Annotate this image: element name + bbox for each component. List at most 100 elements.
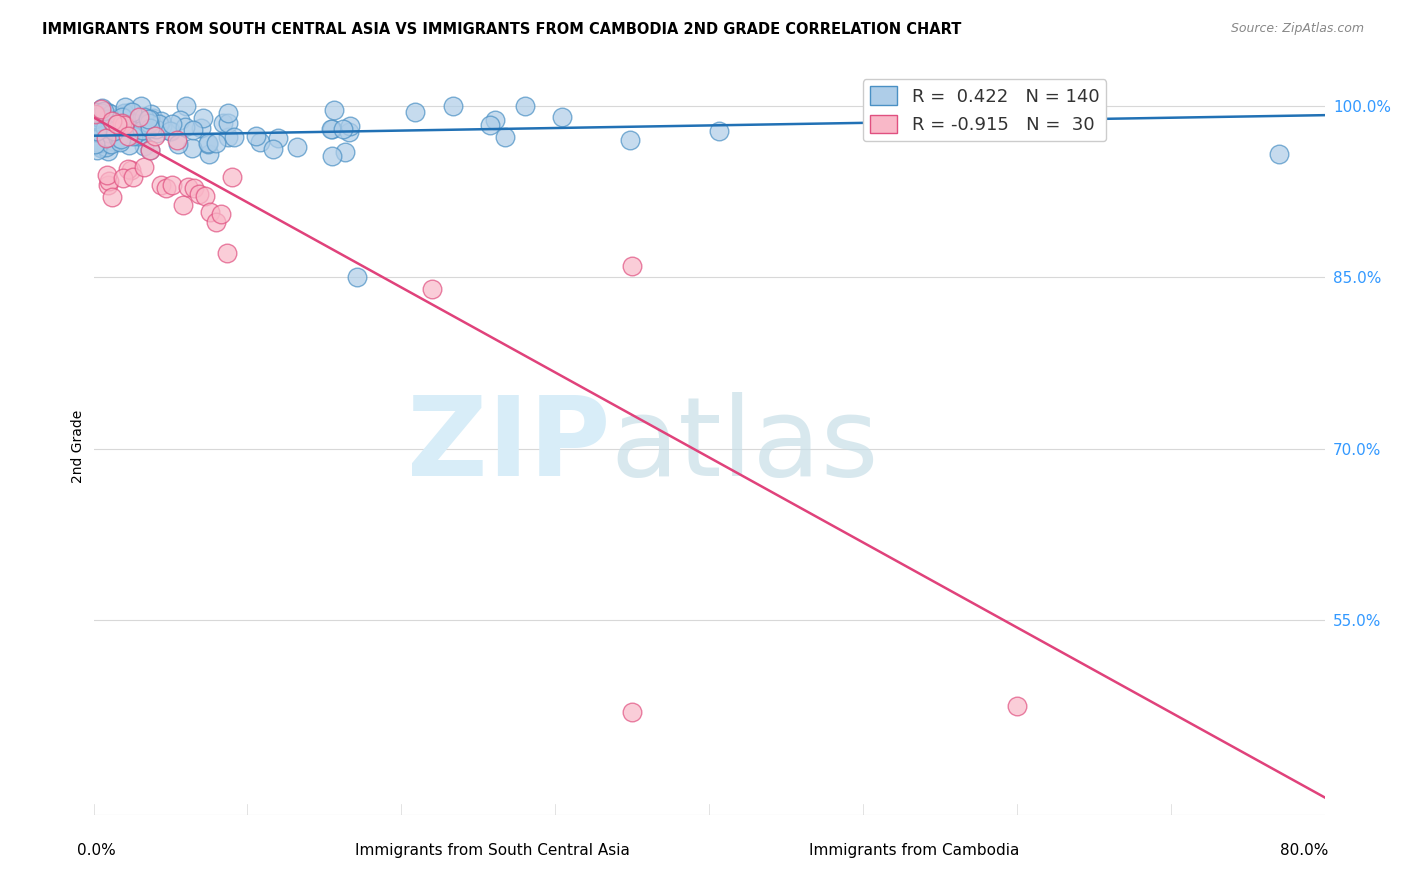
Point bbox=[91, 124, 114, 138]
Point bbox=[117, 121, 139, 136]
Point bbox=[89, 105, 111, 120]
Point bbox=[217, 116, 239, 130]
Point bbox=[245, 128, 267, 143]
Point bbox=[84, 117, 107, 131]
Point bbox=[112, 112, 135, 126]
Point bbox=[90, 141, 112, 155]
Point bbox=[86, 143, 108, 157]
Point bbox=[101, 135, 124, 149]
Point bbox=[97, 112, 120, 126]
Point bbox=[104, 135, 127, 149]
Point bbox=[87, 111, 110, 125]
Point bbox=[145, 122, 167, 136]
Point bbox=[97, 113, 120, 128]
Point bbox=[117, 128, 139, 143]
Point bbox=[131, 123, 153, 137]
Point bbox=[145, 129, 167, 144]
Point bbox=[86, 125, 108, 139]
Point bbox=[97, 144, 120, 158]
Point bbox=[181, 123, 204, 137]
Point bbox=[90, 102, 112, 116]
Point bbox=[441, 99, 464, 113]
Point bbox=[112, 106, 135, 120]
Point bbox=[209, 206, 232, 220]
Point bbox=[118, 104, 141, 119]
Point bbox=[100, 107, 122, 121]
Point bbox=[333, 145, 356, 159]
Point bbox=[129, 128, 152, 142]
Point bbox=[494, 130, 516, 145]
Point bbox=[96, 129, 118, 144]
Point bbox=[224, 129, 246, 144]
Point bbox=[212, 115, 235, 129]
Point bbox=[221, 169, 243, 184]
Point bbox=[100, 124, 122, 138]
Point bbox=[150, 113, 173, 128]
Point bbox=[118, 137, 141, 152]
Point bbox=[87, 110, 110, 124]
Point bbox=[86, 124, 108, 138]
Point bbox=[513, 99, 536, 113]
Point bbox=[108, 117, 131, 131]
Point bbox=[285, 140, 308, 154]
Point bbox=[87, 110, 110, 124]
Point bbox=[120, 126, 142, 140]
Point bbox=[215, 246, 238, 260]
Point bbox=[98, 173, 121, 187]
Text: 80.0%: 80.0% bbox=[1281, 843, 1329, 858]
Point bbox=[404, 105, 426, 120]
Point bbox=[619, 133, 641, 147]
Text: Source: ZipAtlas.com: Source: ZipAtlas.com bbox=[1230, 22, 1364, 36]
Point bbox=[323, 103, 346, 117]
Point bbox=[107, 131, 129, 145]
Point bbox=[159, 123, 181, 137]
Point bbox=[90, 136, 112, 150]
Point bbox=[139, 144, 162, 158]
Point bbox=[84, 129, 107, 144]
Point bbox=[94, 128, 117, 143]
Point bbox=[183, 181, 205, 195]
Point bbox=[124, 127, 146, 141]
Point bbox=[128, 110, 150, 124]
Point bbox=[142, 112, 165, 126]
Point bbox=[174, 99, 197, 113]
Point bbox=[98, 126, 121, 140]
Point bbox=[121, 105, 143, 120]
Point bbox=[321, 149, 343, 163]
Y-axis label: 2nd Grade: 2nd Grade bbox=[72, 409, 86, 483]
Point bbox=[100, 114, 122, 128]
Point bbox=[103, 124, 125, 138]
Point bbox=[111, 171, 134, 186]
Point bbox=[190, 121, 212, 136]
Point bbox=[138, 115, 160, 129]
Point bbox=[149, 178, 172, 193]
Point bbox=[96, 136, 118, 151]
Legend: R =  0.422   N = 140, R = -0.915   N =  30: R = 0.422 N = 140, R = -0.915 N = 30 bbox=[863, 79, 1107, 141]
Point bbox=[84, 114, 107, 128]
Point bbox=[1005, 698, 1028, 713]
Point bbox=[105, 131, 128, 145]
Point bbox=[96, 135, 118, 149]
Point bbox=[110, 112, 132, 127]
Point bbox=[218, 106, 240, 120]
Point bbox=[84, 137, 107, 152]
Point bbox=[84, 133, 107, 147]
Point bbox=[132, 110, 155, 124]
Point bbox=[134, 139, 156, 153]
Point bbox=[150, 120, 173, 134]
Point bbox=[1267, 147, 1289, 161]
Point bbox=[129, 99, 152, 113]
Point bbox=[84, 105, 107, 120]
Point bbox=[321, 121, 343, 136]
Point bbox=[117, 162, 139, 177]
Point bbox=[89, 130, 111, 145]
Point bbox=[89, 136, 111, 150]
Text: Immigrants from South Central Asia: Immigrants from South Central Asia bbox=[354, 843, 630, 858]
Point bbox=[146, 127, 169, 141]
Point bbox=[97, 137, 120, 152]
Point bbox=[111, 116, 134, 130]
Point bbox=[117, 124, 139, 138]
Point bbox=[194, 189, 217, 203]
Point bbox=[346, 270, 368, 285]
Point bbox=[139, 107, 162, 121]
